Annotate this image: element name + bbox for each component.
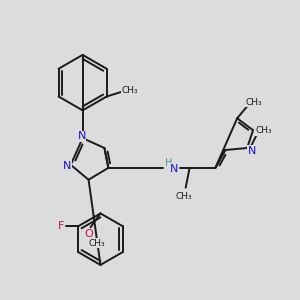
Text: CH₃: CH₃ [88, 238, 105, 247]
Text: N: N [248, 146, 256, 156]
Text: CH₃: CH₃ [246, 98, 262, 107]
Text: CH₃: CH₃ [256, 126, 272, 135]
Text: F: F [58, 221, 64, 231]
Text: O: O [84, 229, 93, 239]
Text: N: N [63, 161, 71, 171]
Text: CH₃: CH₃ [176, 192, 192, 201]
Text: H: H [165, 158, 172, 168]
Text: N: N [77, 131, 86, 141]
Text: CH₃: CH₃ [121, 86, 138, 95]
Text: N: N [169, 164, 178, 174]
Text: N: N [255, 125, 263, 135]
